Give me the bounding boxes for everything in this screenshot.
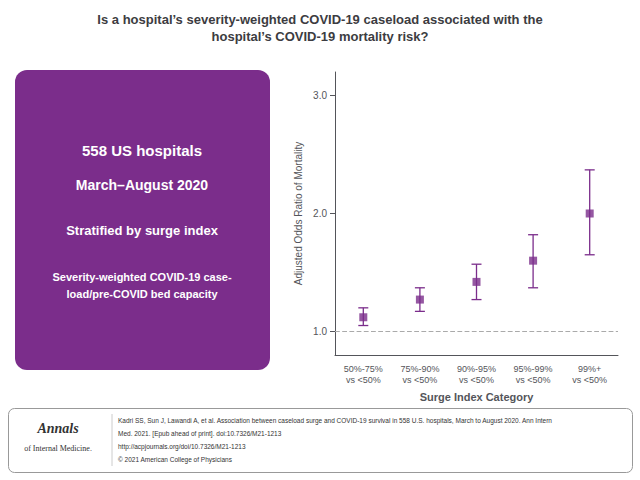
svg-text:99%+: 99%+: [578, 364, 601, 374]
svg-text:load/pre-COVID bed capacity: load/pre-COVID bed capacity: [67, 288, 219, 300]
svg-text:1.0: 1.0: [313, 326, 327, 337]
svg-text:http://acpjournals.org/doi/10.: http://acpjournals.org/doi/10.7326/M21-1…: [118, 443, 246, 451]
svg-text:March–August 2020: March–August 2020: [76, 177, 208, 193]
svg-text:© 2021 American College of Phy: © 2021 American College of Physicians: [118, 456, 233, 464]
svg-text:Annals: Annals: [36, 421, 79, 436]
svg-text:95%-99%: 95%-99%: [514, 364, 553, 374]
svg-text:50%-75%: 50%-75%: [344, 364, 383, 374]
svg-text:of Internal Medicine.: of Internal Medicine.: [24, 444, 92, 453]
svg-text:Is a hospital’s severity-weigh: Is a hospital’s severity-weighted COVID-…: [97, 12, 542, 27]
svg-text:vs <50%: vs <50%: [346, 375, 381, 385]
svg-text:2.0: 2.0: [313, 208, 327, 219]
svg-text:Stratified by surge index: Stratified by surge index: [66, 223, 218, 238]
svg-text:hospital’s COVID-19 mortality: hospital’s COVID-19 mortality risk?: [212, 29, 429, 44]
svg-text:90%-95%: 90%-95%: [457, 364, 496, 374]
svg-text:3.0: 3.0: [313, 90, 327, 101]
svg-text:Kadri SS, Sun J, Lawandi A, et: Kadri SS, Sun J, Lawandi A, et al. Assoc…: [118, 417, 552, 425]
svg-text:Med. 2021. [Epub ahead of prin: Med. 2021. [Epub ahead of print]. doi:10…: [118, 430, 282, 438]
svg-text:vs <50%: vs <50%: [403, 375, 438, 385]
svg-text:Severity-weighted COVID-19 cas: Severity-weighted COVID-19 case-: [52, 271, 231, 283]
svg-text:vs <50%: vs <50%: [459, 375, 494, 385]
svg-text:Adjusted Odds Ratio of Mortali: Adjusted Odds Ratio of Mortality: [293, 142, 304, 285]
svg-text:558 US hospitals: 558 US hospitals: [82, 142, 202, 159]
svg-text:vs <50%: vs <50%: [572, 375, 607, 385]
svg-text:75%-90%: 75%-90%: [400, 364, 439, 374]
svg-text:vs <50%: vs <50%: [516, 375, 551, 385]
svg-text:Surge Index Category: Surge Index Category: [420, 391, 535, 403]
